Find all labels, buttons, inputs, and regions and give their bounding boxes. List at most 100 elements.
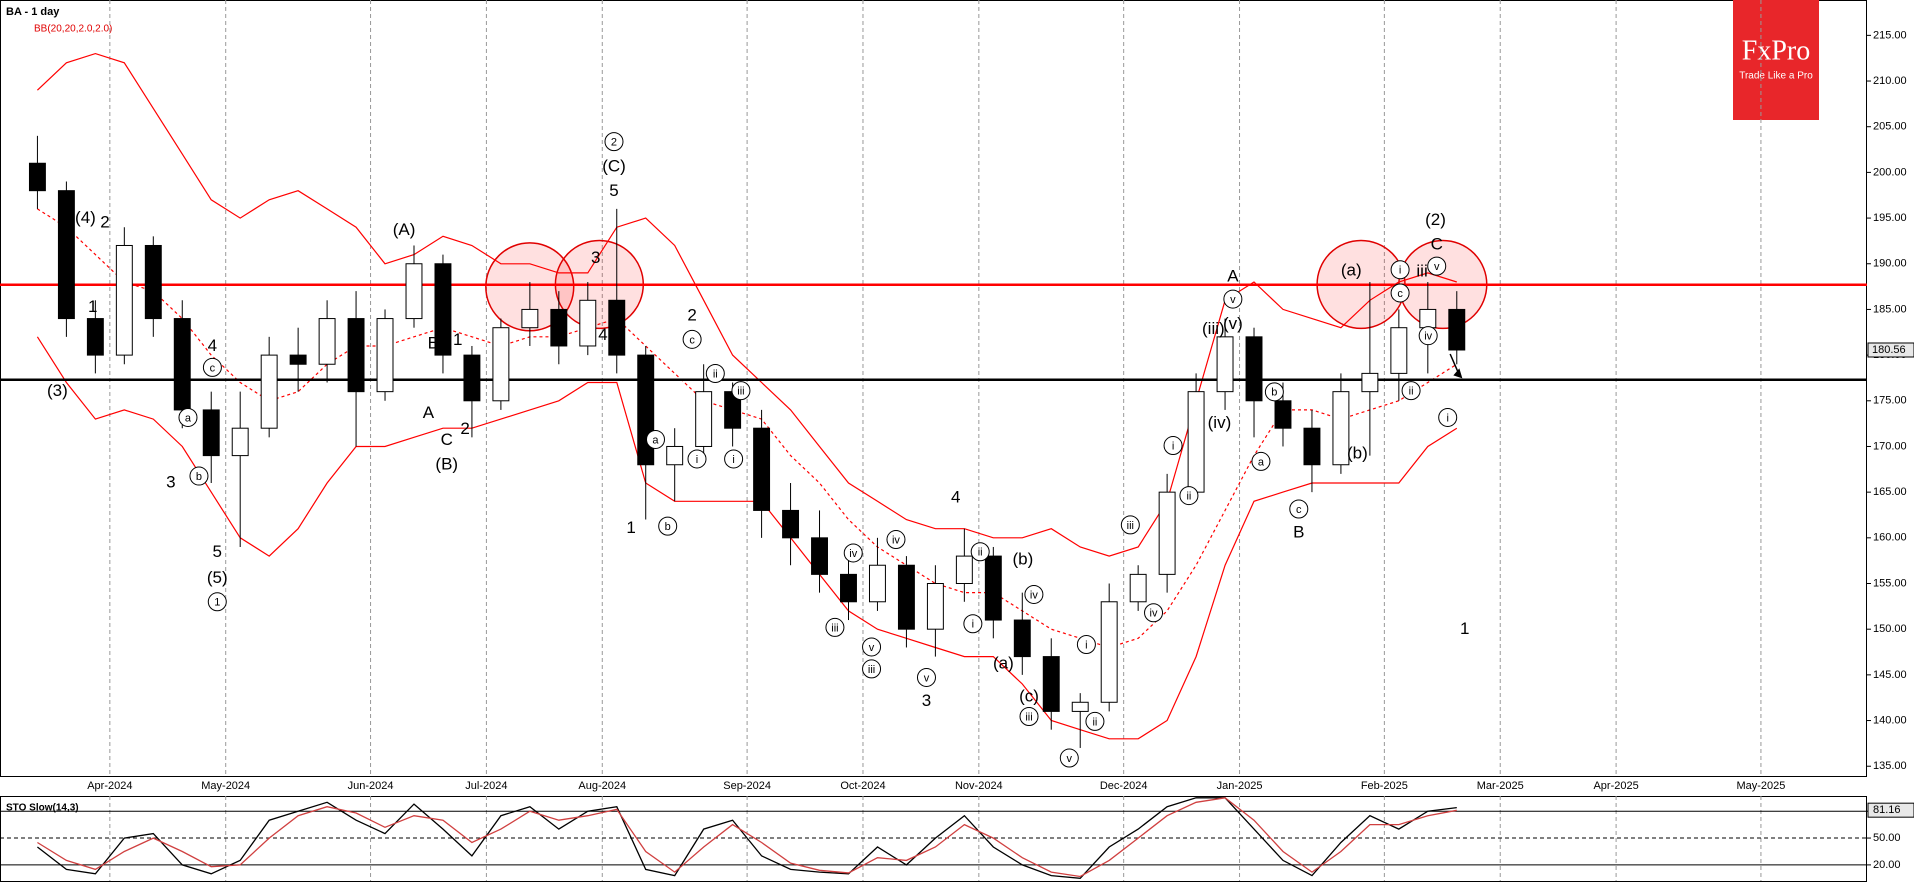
annotation-circle [862,659,882,679]
annotation-circle [963,614,983,634]
projection-arrow [1449,353,1460,374]
candle-body [405,263,423,320]
wave-label: i [1399,265,1401,277]
wave-label: c [1296,504,1302,516]
y-tick-label: 50.00 [1873,832,1901,844]
x-tick-label: Nov-2024 [955,780,1003,792]
wave-label: C [1431,235,1443,254]
annotation-circle [862,637,882,657]
annotation-circle [1223,289,1243,309]
annotation-circle [825,617,845,637]
wave-label: iii [737,386,744,398]
wave-label: 3 [591,248,600,267]
candle-body [28,162,46,192]
stoch-line [37,797,1457,878]
candle-body [347,318,365,393]
stoch-line [37,797,1457,879]
annotation-circle [682,329,702,349]
annotation-circle [1401,381,1421,401]
wave-label: (3) [47,381,68,400]
wave-label: C [441,430,453,449]
candle-body [1100,601,1118,703]
candle-body [144,244,162,320]
candle-body [1332,391,1350,466]
wave-label: iii [1127,520,1134,532]
y-tick-label: 210.00 [1873,75,1907,87]
annotation-circle [1085,711,1105,731]
wave-label: i [732,454,734,466]
wave-label: a [1258,456,1265,468]
last-price-box [1867,342,1914,358]
wave-label: iii [831,622,838,634]
candle-body [463,354,481,402]
wave-label: i [1446,412,1448,424]
candle-body [1013,619,1031,658]
wave-label: ii [713,368,718,380]
wave-label: b [196,471,202,483]
y-tick-label: 185.00 [1873,303,1907,315]
annotation-circle [189,466,209,486]
annotation-circle [731,381,751,401]
x-tick-label: Apr-2025 [1593,780,1638,792]
y-tick-label: 160.00 [1873,532,1907,544]
y-tick-label: 215.00 [1873,29,1907,41]
wave-label: v [869,642,875,654]
wave-label: c [1397,288,1403,300]
wave-label: 1 [214,597,220,609]
wave-label: (v) [1223,314,1243,333]
candle-body [1129,573,1147,603]
wave-label: c [210,362,216,374]
wave-label: a [652,434,659,446]
annotation-circle [705,364,725,384]
wave-label: v [1434,261,1440,273]
candle-body [840,573,857,603]
last-price: 180.56 [1872,344,1906,356]
chart-title: BA - 1 day [6,6,60,18]
annotation-circle [1120,515,1140,535]
wave-label: (b) [1347,443,1368,462]
y-tick-label: 175.00 [1873,395,1907,407]
candle-body [521,308,539,329]
annotation-circle [178,407,198,427]
main-frame [0,0,1867,777]
wave-label: i [1172,440,1174,452]
candle-body [637,354,655,466]
wave-label: 1 [453,330,462,349]
candle-body [1361,372,1379,393]
candle-body [550,308,568,347]
wave-label: 3 [166,473,175,492]
wave-label: (iii) [1202,319,1225,338]
annotation-circle [843,543,863,563]
candle-body [1187,391,1205,493]
candle-body [811,537,828,575]
x-tick-label: May-2025 [1736,780,1785,792]
wave-label: (a) [1341,260,1362,279]
wave-label: 1 [626,518,635,537]
annotation-circle [1438,407,1458,427]
wave-label: (4) [75,208,96,227]
candle-body [695,391,713,447]
wave-label: iii [1025,711,1032,723]
candle-body [608,299,626,356]
y-tick-label: 170.00 [1873,440,1907,452]
annotation-circle [1076,635,1096,655]
candle-body [782,509,800,539]
annotation-circle [886,530,906,550]
y-tick-label: 165.00 [1873,486,1907,498]
wave-label: (c) [1019,686,1039,705]
y-tick-label: 140.00 [1873,714,1907,726]
x-tick-label: Mar-2025 [1477,780,1524,792]
wave-label: 5 [213,542,222,561]
last-value-box [1867,802,1914,818]
annotation-circle [207,592,227,612]
indicator-label: BB(20,20,2.0,2.0) [34,24,112,35]
wave-label: 1 [88,297,97,316]
candle-body [202,409,220,457]
x-tick-label: Jul-2024 [465,780,507,792]
wave-label: A [1227,266,1239,285]
wave-label: i [1085,639,1087,651]
wave-label: 4 [951,487,960,506]
wave-label: b [1271,387,1277,399]
candle-body [666,445,684,466]
